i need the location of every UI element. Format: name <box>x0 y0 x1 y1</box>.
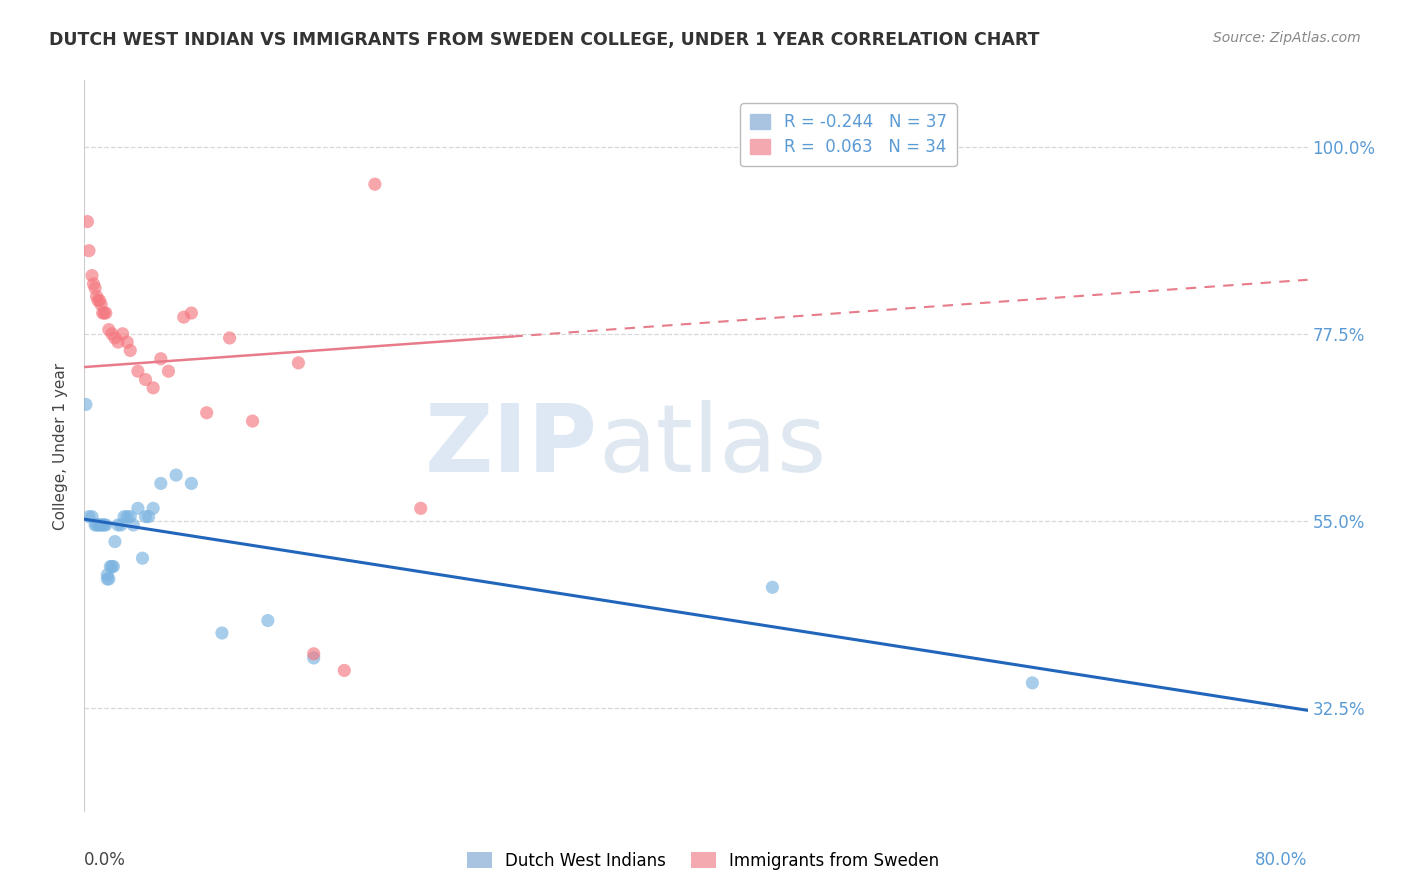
Point <box>86 518 108 533</box>
Point <box>761 580 783 594</box>
Point <box>91 518 114 533</box>
Point <box>115 335 138 350</box>
Point <box>77 509 100 524</box>
Point <box>257 614 280 628</box>
Text: Source: ZipAtlas.com: Source: ZipAtlas.com <box>1213 31 1361 45</box>
Point <box>218 331 240 345</box>
Point <box>173 310 195 325</box>
Point <box>94 306 117 320</box>
Point <box>90 518 112 533</box>
Point <box>149 476 172 491</box>
Point <box>93 518 115 533</box>
Point <box>127 364 149 378</box>
Point <box>115 509 138 524</box>
Point <box>131 551 153 566</box>
Point <box>127 501 149 516</box>
Point <box>90 298 112 312</box>
Point <box>80 268 103 283</box>
Point <box>104 331 127 345</box>
Point <box>101 326 124 341</box>
Point <box>107 335 129 350</box>
Point <box>84 281 107 295</box>
Point <box>333 664 356 678</box>
Point <box>104 534 127 549</box>
Point <box>135 509 157 524</box>
Point <box>97 323 120 337</box>
Point <box>101 559 124 574</box>
Point <box>135 372 157 386</box>
Point <box>142 501 165 516</box>
Point <box>149 351 172 366</box>
Point <box>111 326 134 341</box>
Point <box>302 647 325 661</box>
Text: DUTCH WEST INDIAN VS IMMIGRANTS FROM SWEDEN COLLEGE, UNDER 1 YEAR CORRELATION CH: DUTCH WEST INDIAN VS IMMIGRANTS FROM SWE… <box>49 31 1039 49</box>
Point <box>91 306 114 320</box>
Point <box>94 518 117 533</box>
Point <box>409 501 432 516</box>
Text: 0.0%: 0.0% <box>84 851 127 869</box>
Point <box>89 518 111 533</box>
Point <box>1021 676 1043 690</box>
Point <box>138 509 160 524</box>
Point <box>242 414 264 428</box>
Point <box>120 509 142 524</box>
Point <box>76 214 98 228</box>
Point <box>77 244 100 258</box>
Point <box>122 518 145 533</box>
Point <box>302 651 325 665</box>
Point <box>287 356 309 370</box>
Point <box>98 559 121 574</box>
Point <box>80 509 103 524</box>
Point <box>195 406 218 420</box>
Legend: R = -0.244   N = 37, R =  0.063   N = 34: R = -0.244 N = 37, R = 0.063 N = 34 <box>741 103 956 166</box>
Point <box>110 518 132 533</box>
Point <box>87 518 110 533</box>
Point <box>180 476 202 491</box>
Point <box>86 289 108 303</box>
Point <box>165 468 187 483</box>
Text: ZIP: ZIP <box>425 400 598 492</box>
Point <box>142 381 165 395</box>
Point <box>103 559 125 574</box>
Point <box>87 293 110 308</box>
Point <box>89 293 111 308</box>
Point <box>93 306 115 320</box>
Point <box>120 343 142 358</box>
Point <box>97 572 120 586</box>
Point <box>157 364 180 378</box>
Point <box>211 626 233 640</box>
Text: atlas: atlas <box>598 400 827 492</box>
Point <box>84 518 107 533</box>
Point <box>96 572 118 586</box>
Point <box>107 518 129 533</box>
Text: 80.0%: 80.0% <box>1256 851 1308 869</box>
Legend: Dutch West Indians, Immigrants from Sweden: Dutch West Indians, Immigrants from Swed… <box>460 846 946 877</box>
Y-axis label: College, Under 1 year: College, Under 1 year <box>53 362 69 530</box>
Point <box>112 509 135 524</box>
Point <box>364 177 387 191</box>
Point <box>83 277 105 291</box>
Point <box>96 567 118 582</box>
Point <box>75 397 97 411</box>
Point <box>180 306 202 320</box>
